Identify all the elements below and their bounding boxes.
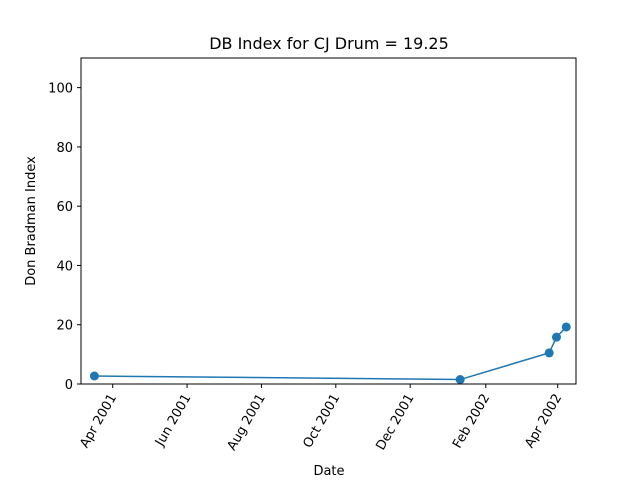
- data-point: [455, 375, 465, 385]
- data-point: [544, 348, 554, 358]
- y-tick-label: 100: [48, 82, 73, 97]
- x-tick-label: Apr 2001: [77, 392, 120, 451]
- x-tick-label: Apr 2002: [522, 392, 565, 451]
- y-axis-label: Don Bradman Index: [24, 156, 39, 286]
- y-tick-label: 60: [56, 200, 73, 215]
- x-tick-label: Oct 2001: [300, 392, 343, 451]
- x-tick-label: Feb 2002: [450, 392, 493, 452]
- axes-layer: Apr 2001 Jun 2001 Aug 2001 Oct 2001 Dec 2001…: [48, 82, 565, 454]
- x-tick-label: Dec 2001: [373, 392, 417, 454]
- y-tick-label: 20: [56, 319, 73, 334]
- y-tick-label: 80: [56, 141, 73, 156]
- series-line: [94, 326, 567, 381]
- data-point: [551, 332, 561, 342]
- series-layer: [89, 322, 571, 385]
- chart-title: DB Index for CJ Drum = 19.25: [209, 34, 449, 53]
- x-tick-label: Jun 2001: [152, 392, 194, 450]
- plot-frame: [80, 57, 577, 385]
- x-tick-label: Aug 2001: [225, 392, 269, 454]
- y-tick-label: 40: [56, 259, 73, 274]
- y-tick-label: 0: [65, 378, 73, 393]
- data-point: [89, 371, 99, 381]
- x-axis-label: Date: [313, 464, 344, 479]
- data-point: [561, 322, 571, 332]
